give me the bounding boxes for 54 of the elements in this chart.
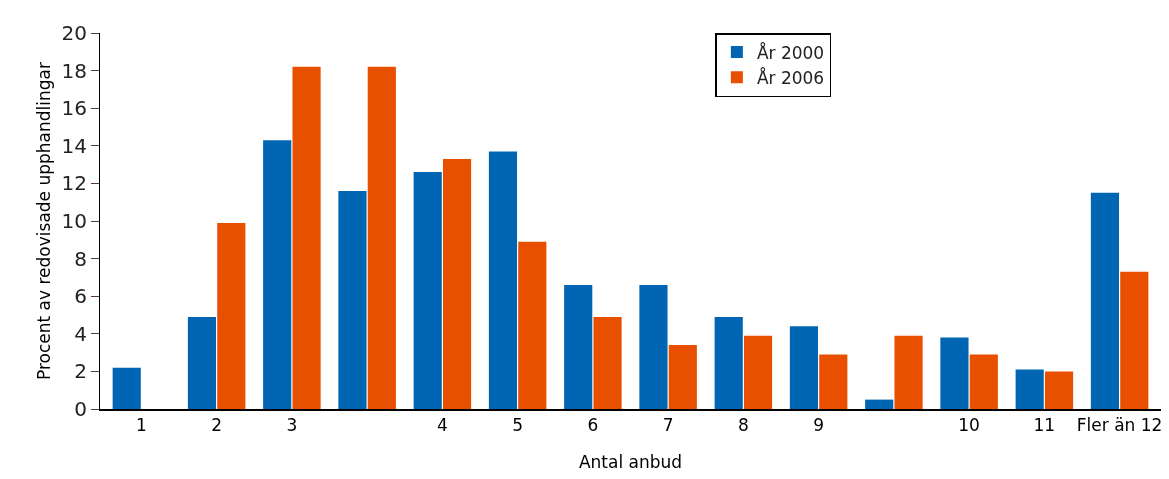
bar — [564, 284, 593, 409]
bar — [714, 316, 743, 409]
bar — [865, 399, 894, 409]
bar — [292, 66, 321, 409]
bar — [187, 316, 217, 409]
bar — [1120, 271, 1149, 409]
bar — [894, 335, 923, 409]
x-tick-label: Fler än 12 — [1076, 414, 1163, 435]
y-tick-label: 2 — [74, 359, 87, 384]
bar — [217, 222, 246, 409]
bar — [789, 326, 819, 409]
x-tick-label: 9 — [813, 414, 825, 435]
x-tick-label: 10 — [958, 414, 980, 435]
x-tick-label: 7 — [662, 414, 674, 435]
y-tick-label: 16 — [61, 96, 87, 121]
y-tick-label: 0 — [74, 397, 87, 421]
bar — [367, 66, 396, 409]
legend-label: År 2000 — [756, 41, 825, 63]
bar — [969, 354, 998, 409]
bar — [413, 172, 442, 409]
bar — [940, 337, 969, 409]
legend-label: År 2006 — [756, 66, 825, 88]
x-tick-label: 8 — [737, 414, 749, 435]
x-axis-title: Antal anbud — [578, 452, 683, 473]
bar — [442, 158, 472, 409]
y-tick-label: 8 — [74, 246, 87, 271]
y-tick-label: 18 — [61, 58, 87, 83]
y-axis-title: Procent av redovisade upphandlingar — [34, 61, 55, 381]
x-tick-label: 5 — [512, 414, 524, 435]
y-tick-label: 14 — [61, 133, 87, 158]
x-tick-label: 6 — [587, 414, 599, 435]
bar — [263, 140, 292, 409]
y-tick-label: 10 — [61, 209, 87, 233]
y-tick-label: 6 — [74, 284, 87, 309]
bar — [1015, 369, 1044, 409]
y-tick-label: 12 — [61, 171, 87, 196]
bar — [518, 241, 547, 409]
y-tick-label: 20 — [61, 21, 87, 45]
bar — [639, 284, 668, 409]
y-tick-label: 4 — [74, 321, 87, 346]
bar — [1090, 192, 1120, 409]
bar — [743, 335, 773, 409]
bar — [338, 190, 367, 409]
x-tick-label: 1 — [135, 414, 147, 435]
bar — [668, 345, 697, 409]
bar — [112, 367, 141, 409]
x-tick-label: 11 — [1033, 414, 1056, 435]
x-tick-label: 3 — [286, 414, 298, 435]
bar — [593, 316, 622, 409]
x-tick-label: 2 — [211, 414, 223, 435]
bar — [488, 151, 518, 409]
bar — [819, 354, 848, 409]
x-tick-label: 4 — [436, 414, 448, 435]
bar — [1044, 371, 1074, 409]
